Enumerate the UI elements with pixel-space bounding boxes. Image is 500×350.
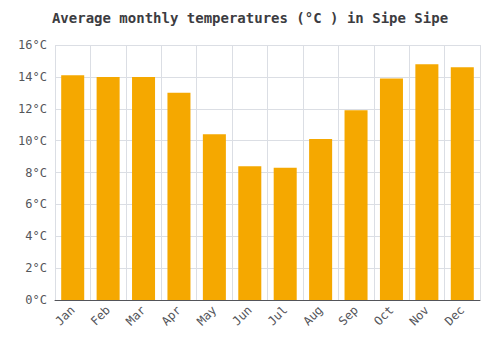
svg-text:2°C: 2°C — [25, 261, 47, 275]
svg-text:8°C: 8°C — [25, 166, 47, 180]
svg-text:Apr: Apr — [159, 303, 184, 328]
svg-text:Nov: Nov — [407, 303, 432, 328]
svg-text:Feb: Feb — [88, 303, 113, 328]
svg-text:Aug: Aug — [300, 303, 325, 328]
svg-text:Jul: Jul — [265, 303, 290, 328]
svg-text:Oct: Oct — [371, 303, 396, 328]
svg-text:Dec: Dec — [442, 303, 467, 328]
svg-text:Mar: Mar — [123, 303, 148, 328]
svg-text:12°C: 12°C — [18, 102, 47, 116]
svg-text:Sep: Sep — [336, 303, 361, 328]
svg-text:May: May — [194, 303, 219, 328]
svg-text:6°C: 6°C — [25, 197, 47, 211]
svg-text:14°C: 14°C — [18, 70, 47, 84]
svg-text:4°C: 4°C — [25, 229, 47, 243]
svg-text:Average monthly temperatures (: Average monthly temperatures (°C ) in Si… — [52, 10, 448, 26]
svg-text:Jun: Jun — [230, 303, 255, 328]
svg-text:16°C: 16°C — [18, 38, 47, 52]
svg-text:0°C: 0°C — [25, 293, 47, 307]
svg-text:10°C: 10°C — [18, 134, 47, 148]
svg-text:Jan: Jan — [52, 303, 77, 328]
